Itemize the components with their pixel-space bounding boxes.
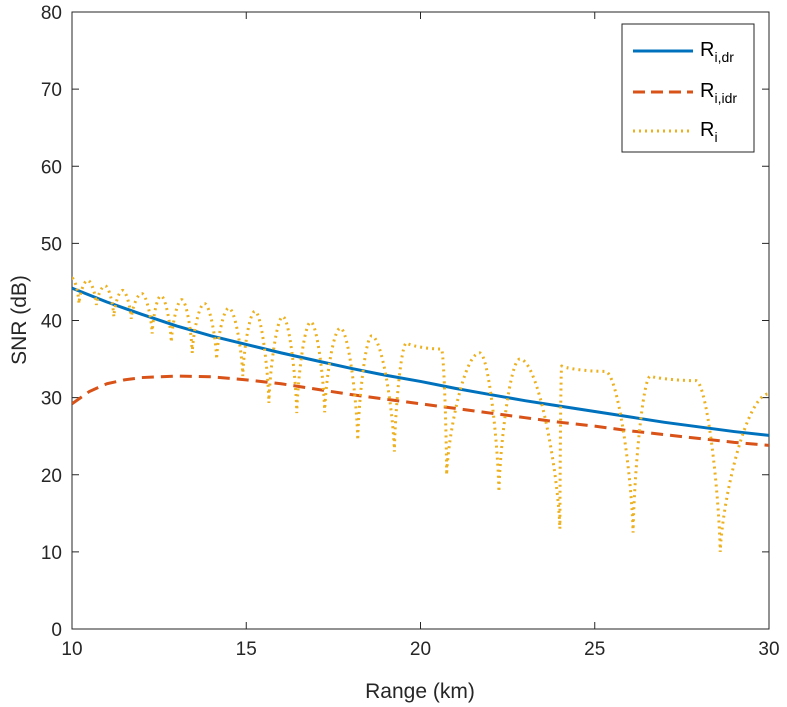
series-ri-dr-line (72, 286, 769, 437)
x-tick-label: 20 (410, 639, 431, 660)
y-tick-label: 50 (41, 234, 62, 255)
y-tick-label: 40 (41, 312, 62, 333)
x-tick-label: 25 (584, 639, 605, 660)
y-tick-label: 20 (41, 466, 62, 487)
y-axis-label: SNR (dB) (8, 275, 31, 365)
y-axis: 0 10 20 30 40 50 60 70 80 (41, 3, 769, 641)
x-axis-label: Range (km) (365, 680, 475, 703)
series-ri-line (72, 276, 769, 552)
x-tick-label: 10 (61, 639, 82, 660)
legend-label-ri-dr: Ri,dr (700, 39, 734, 65)
y-tick-label: 60 (41, 157, 62, 178)
y-tick-label: 10 (41, 543, 62, 564)
legend-label-ri: Ri (700, 119, 718, 145)
series-ri-idr-line (72, 374, 769, 447)
legend-label-ri-idr: Ri,idr (700, 80, 737, 106)
y-tick-label: 70 (41, 80, 62, 101)
series-layer (72, 276, 769, 552)
x-tick-label: 30 (758, 639, 779, 660)
y-tick-label: 0 (51, 620, 62, 641)
x-axis: 10 15 20 25 30 (61, 12, 780, 660)
legend-box (621, 23, 755, 153)
x-tick-label: 15 (236, 639, 257, 660)
legend: Ri,dr Ri,idr Ri (621, 23, 755, 153)
y-tick-label: 30 (41, 389, 62, 410)
y-tick-label: 80 (41, 3, 62, 24)
